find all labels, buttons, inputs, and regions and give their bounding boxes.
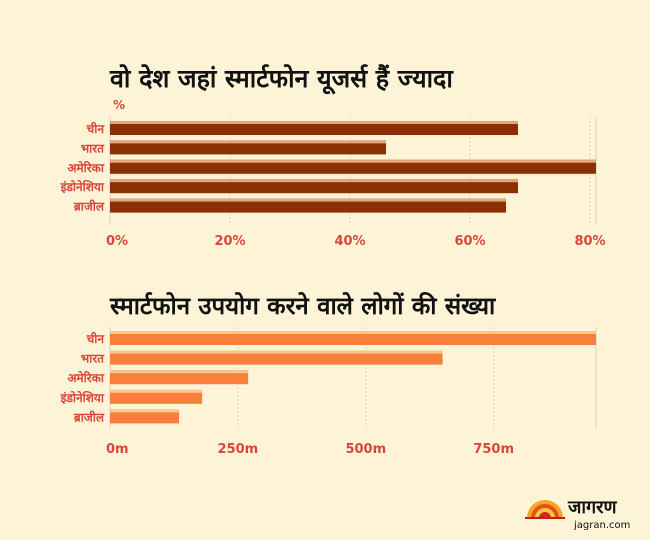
tick-label: 40% (334, 234, 365, 249)
bar-highlight (110, 179, 518, 183)
bar-highlight (110, 409, 180, 413)
category-label: ब्राजील (73, 410, 105, 424)
bar (110, 159, 596, 174)
bar-highlight (110, 198, 506, 202)
bar (110, 140, 386, 155)
bar (110, 389, 203, 404)
chart-country-users-percent: वो देश जहां स्मार्टफोन यूजर्स हैं ज्यादा… (60, 64, 606, 249)
sun-logo-icon (525, 500, 565, 519)
bar-highlight (110, 389, 203, 393)
category-label: अमेरिका (67, 371, 105, 385)
category-label: चीन (86, 332, 106, 346)
bar (110, 350, 443, 365)
category-label: ब्राजील (73, 200, 105, 214)
bar-highlight (110, 331, 596, 334)
bar (110, 370, 249, 385)
bar-highlight (110, 159, 596, 163)
tick-label: 0% (106, 234, 128, 249)
category-label: चीन (86, 122, 106, 136)
tick-label: 250m (218, 442, 259, 457)
bar (110, 179, 518, 194)
category-label: भारत (81, 141, 105, 155)
category-label: इंडोनेशिया (60, 391, 105, 405)
tick-label: 60% (454, 234, 485, 249)
tick-label: 80% (574, 234, 605, 249)
tick-label: 500m (345, 442, 386, 457)
tick-label: 20% (214, 234, 245, 249)
category-label: अमेरिका (67, 161, 105, 175)
bar-highlight (110, 370, 249, 374)
bar (110, 409, 180, 424)
chart-smartphone-users-count: स्मार्टफोन उपयोग करने वाले लोगों की संख्… (60, 292, 597, 457)
category-label: इंडोनेशिया (60, 180, 105, 194)
bar-highlight (110, 350, 443, 354)
unit-label: % (113, 98, 125, 112)
bar (110, 331, 596, 345)
bar (110, 121, 518, 135)
chart-title: स्मार्टफोन उपयोग करने वाले लोगों की संख्… (109, 292, 496, 320)
chart-title: वो देश जहां स्मार्टफोन यूजर्स हैं ज्यादा (109, 64, 454, 95)
category-label: भारत (81, 352, 105, 366)
bar-highlight (110, 140, 386, 144)
logo-name: जागरण (567, 497, 618, 518)
logo-site: jagran.com (573, 520, 630, 531)
tick-label: 0m (106, 442, 129, 457)
bar (110, 198, 506, 213)
tick-label: 750m (473, 442, 514, 457)
jagran-logo: जागरण jagran.com (525, 497, 630, 531)
bar-highlight (110, 121, 518, 124)
